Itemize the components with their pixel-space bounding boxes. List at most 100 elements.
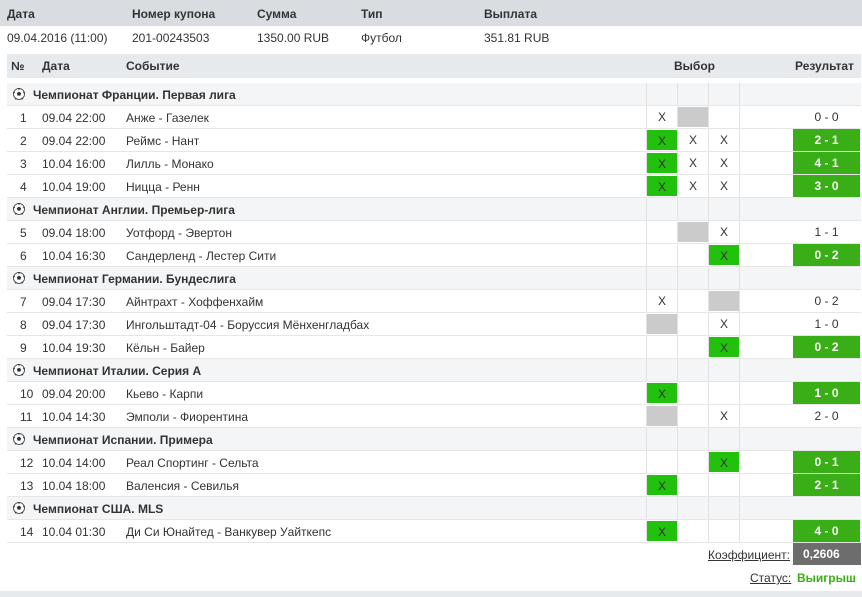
choice-divider: [739, 474, 775, 496]
result-score: 2 - 1: [793, 474, 860, 496]
choice-divider: [646, 267, 677, 289]
event-row: 8 09.04 17:30 Ингольштадт-04 - Боруссия Мё…: [7, 313, 861, 336]
event-name: Сандерленд - Лестер Сити: [126, 249, 277, 263]
result-score: 0 - 1: [793, 451, 860, 473]
coupon-header-date: Дата: [7, 7, 35, 21]
choice-cell: [646, 451, 677, 473]
choice-divider: [646, 198, 677, 220]
choice-cell: [677, 336, 708, 358]
choice-divider: [739, 83, 775, 105]
league-title: Чемпионат Франции. Первая лига: [33, 88, 236, 102]
league-row: Чемпионат Испании. Примера: [7, 428, 861, 451]
choice-cell: [708, 106, 739, 128]
choice-cell: X: [708, 313, 739, 335]
event-date: 09.04 18:00: [42, 226, 106, 240]
coupon-header-payout: Выплата: [484, 7, 538, 21]
soccer-ball-icon: [13, 363, 25, 376]
league-title: Чемпионат Германии. Бундеслига: [33, 272, 236, 286]
choice-cell: X: [708, 452, 739, 472]
choice-divider: [677, 83, 708, 105]
event-name: Анже - Газелек: [126, 111, 209, 125]
league-row: Чемпионат Франции. Первая лига: [7, 83, 861, 106]
choice-cell: [677, 382, 708, 404]
coupon-type: Футбол: [361, 31, 402, 45]
choice-cell: [677, 290, 708, 312]
choice-cell: [677, 474, 708, 496]
result-score: 3 - 0: [793, 175, 860, 197]
choice-cell: X: [708, 175, 739, 197]
choice-divider: [739, 175, 775, 197]
league-title: Чемпионат Англии. Премьер-лига: [33, 203, 235, 217]
event-number: 10: [20, 387, 34, 401]
status-value: Выигрыш: [797, 571, 856, 585]
choice-divider: [739, 359, 775, 381]
choice-cell: X: [677, 129, 708, 151]
coefficient-label: Коэффициент:: [708, 548, 790, 562]
event-number: 6: [20, 249, 27, 263]
choice-divider: [677, 497, 708, 519]
choice-cell: [646, 314, 677, 334]
choice-cell: [677, 107, 708, 127]
event-date: 10.04 19:30: [42, 341, 106, 355]
choice-cell: [708, 291, 739, 311]
choice-divider: [708, 359, 739, 381]
events-table: Чемпионат Франции. Первая лига 1 09.04 22:…: [7, 83, 861, 543]
coefficient-value: 0,2606: [793, 543, 861, 565]
event-number: 5: [20, 226, 27, 240]
choice-divider: [739, 198, 775, 220]
result-score: 0 - 2: [793, 336, 860, 358]
result-score: 0 - 0: [793, 106, 860, 128]
choice-cell: X: [646, 176, 677, 196]
choice-divider: [708, 497, 739, 519]
events-header-result: Результат: [795, 59, 854, 73]
choice-cell: X: [646, 475, 677, 495]
event-name: Реймс - Нант: [126, 134, 200, 148]
choice-divider: [739, 520, 775, 542]
events-header-event: Событие: [126, 59, 180, 73]
event-name: Реал Спортинг - Сельта: [126, 456, 259, 470]
event-number: 3: [20, 157, 27, 171]
event-date: 10.04 14:30: [42, 410, 106, 424]
soccer-ball-icon: [13, 87, 25, 100]
event-row: 7 09.04 17:30 Айнтрахт - Хоффенхайм X 0 - 2: [7, 290, 861, 313]
choice-divider: [739, 382, 775, 404]
choice-divider: [739, 221, 775, 243]
choice-cell: [646, 221, 677, 243]
events-header-date: Дата: [42, 59, 70, 73]
choice-cell: [646, 336, 677, 358]
choice-cell: X: [646, 106, 677, 128]
event-date: 10.04 18:00: [42, 479, 106, 493]
event-row: 10 09.04 20:00 Кьево - Карпи X 1 - 0: [7, 382, 861, 405]
event-row: 4 10.04 19:00 Ницца - Ренн X X X 3 - 0: [7, 175, 861, 198]
event-date: 10.04 14:00: [42, 456, 106, 470]
choice-divider: [739, 451, 775, 473]
choice-divider: [677, 198, 708, 220]
choice-divider: [739, 267, 775, 289]
coupon-header-type: Тип: [361, 7, 383, 21]
choice-cell: [677, 451, 708, 473]
event-number: 11: [20, 410, 33, 424]
result-score: 2 - 0: [793, 405, 860, 427]
status-label: Статус:: [750, 571, 792, 585]
choice-cell: X: [646, 383, 677, 403]
choice-divider: [708, 83, 739, 105]
result-score: 4 - 0: [793, 520, 860, 542]
choice-divider: [739, 152, 775, 174]
event-name: Ингольштадт-04 - Боруссия Мёнхенгладбах: [126, 318, 370, 332]
event-number: 8: [20, 318, 27, 332]
event-date: 09.04 22:00: [42, 134, 106, 148]
choice-divider: [708, 267, 739, 289]
coupon-header: Дата Номер купона Сумма Тип Выплата: [0, 0, 862, 26]
event-row: 11 10.04 14:30 Эмполи - Фиорентина X 2 - 0: [7, 405, 861, 428]
event-row: 1 09.04 22:00 Анже - Газелек X 0 - 0: [7, 106, 861, 129]
choice-divider: [739, 313, 775, 335]
result-score: 0 - 2: [793, 290, 860, 312]
event-date: 09.04 20:00: [42, 387, 106, 401]
event-number: 12: [20, 456, 34, 470]
event-row: 13 10.04 18:00 Валенсия - Севилья X 2 - 1: [7, 474, 861, 497]
choice-divider: [646, 428, 677, 450]
event-date: 10.04 16:00: [42, 157, 106, 171]
event-row: 9 10.04 19:30 Кёльн - Байер X 0 - 2: [7, 336, 861, 359]
events-header-num: №: [11, 59, 25, 73]
choice-divider: [708, 198, 739, 220]
